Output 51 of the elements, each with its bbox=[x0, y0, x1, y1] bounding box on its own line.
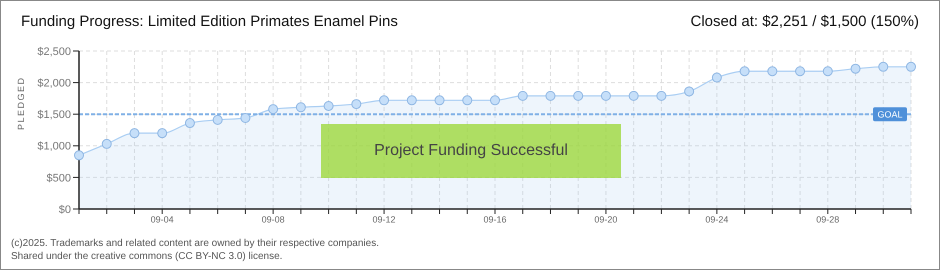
point bbox=[129, 128, 140, 138]
point bbox=[462, 95, 472, 106]
y-tick-label: $0 bbox=[58, 204, 71, 216]
x-tick-label: 09-20 bbox=[594, 214, 618, 224]
point bbox=[351, 99, 362, 110]
point bbox=[406, 95, 417, 106]
x-tick-label: 09-16 bbox=[483, 214, 507, 224]
text: (c)2025. Trademarks and related content are owned by their respective companies. bbox=[11, 237, 379, 250]
x-tick-label: 09-28 bbox=[816, 214, 840, 224]
point bbox=[240, 112, 250, 123]
point bbox=[795, 66, 806, 76]
point bbox=[324, 100, 334, 111]
x-tick-label: 09-24 bbox=[705, 214, 728, 224]
point bbox=[157, 128, 168, 138]
point bbox=[684, 86, 694, 96]
point bbox=[573, 90, 584, 101]
point bbox=[379, 95, 390, 106]
point bbox=[212, 114, 223, 125]
point bbox=[822, 66, 833, 76]
x-tick-label: 09-08 bbox=[262, 214, 285, 224]
y-tick-label: $1,000 bbox=[37, 140, 71, 153]
y-tick-label: $2,000 bbox=[37, 78, 71, 90]
point bbox=[740, 66, 750, 76]
point bbox=[628, 90, 639, 101]
x-tick-label: 09-04 bbox=[150, 214, 174, 224]
point bbox=[906, 62, 916, 72]
point bbox=[878, 62, 888, 72]
point bbox=[712, 72, 722, 83]
point bbox=[268, 104, 278, 114]
point bbox=[767, 66, 778, 76]
point bbox=[490, 95, 500, 106]
chart-subtitle: Closed at: $2,251 / $1,500 (150%) bbox=[690, 13, 919, 30]
y-tick-label: $1,500 bbox=[37, 109, 71, 122]
point bbox=[296, 102, 306, 112]
point bbox=[656, 90, 666, 101]
chart-title: Funding Progress: Limited Edition Primates Enamel Pins bbox=[21, 13, 398, 30]
point bbox=[102, 138, 112, 149]
banner: Project Funding Successful bbox=[321, 124, 621, 178]
ref-line-label: GOAL bbox=[877, 110, 903, 120]
text: Shared under the creative commons (CC BY-NC 3.0) license. bbox=[11, 250, 284, 263]
x-tick-label: 09-12 bbox=[372, 214, 396, 224]
point bbox=[850, 64, 861, 74]
point bbox=[434, 95, 445, 106]
y-axis-title: PLEDGED bbox=[16, 76, 26, 130]
point bbox=[545, 90, 556, 101]
y-tick-label: $2,500 bbox=[37, 46, 71, 58]
point bbox=[600, 90, 611, 101]
point bbox=[518, 90, 528, 101]
point bbox=[74, 150, 84, 160]
y-tick-label: $500 bbox=[46, 172, 71, 184]
point bbox=[184, 118, 195, 128]
